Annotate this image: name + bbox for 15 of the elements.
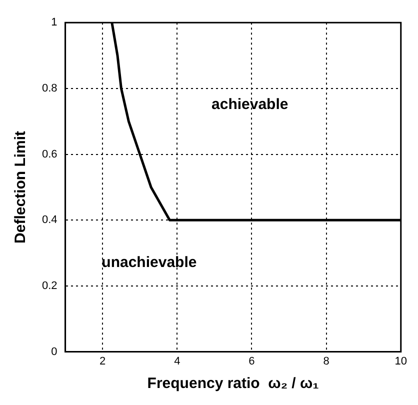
x-tick-label: 8 (323, 355, 330, 368)
y-tick-label: 0.2 (42, 280, 58, 292)
annotation: achievable (212, 96, 288, 114)
annotation: unachievable (102, 254, 197, 272)
y-tick-label: 0.4 (42, 214, 58, 226)
x-tick-label: 10 (394, 355, 408, 368)
y-axis-title: Deflection Limit (12, 130, 30, 244)
x-tick-label: 4 (174, 355, 180, 368)
y-tick-label: 1 (51, 16, 58, 29)
y-tick-label: 0.6 (42, 148, 58, 160)
y-tick-label: 0.8 (42, 82, 58, 94)
x-axis-title: Frequency ratio ω₂ / ω₁ (147, 375, 319, 392)
x-tick-label: 6 (248, 355, 255, 368)
y-tick-label: 0 (51, 346, 58, 358)
x-tick-label: 2 (100, 355, 106, 368)
